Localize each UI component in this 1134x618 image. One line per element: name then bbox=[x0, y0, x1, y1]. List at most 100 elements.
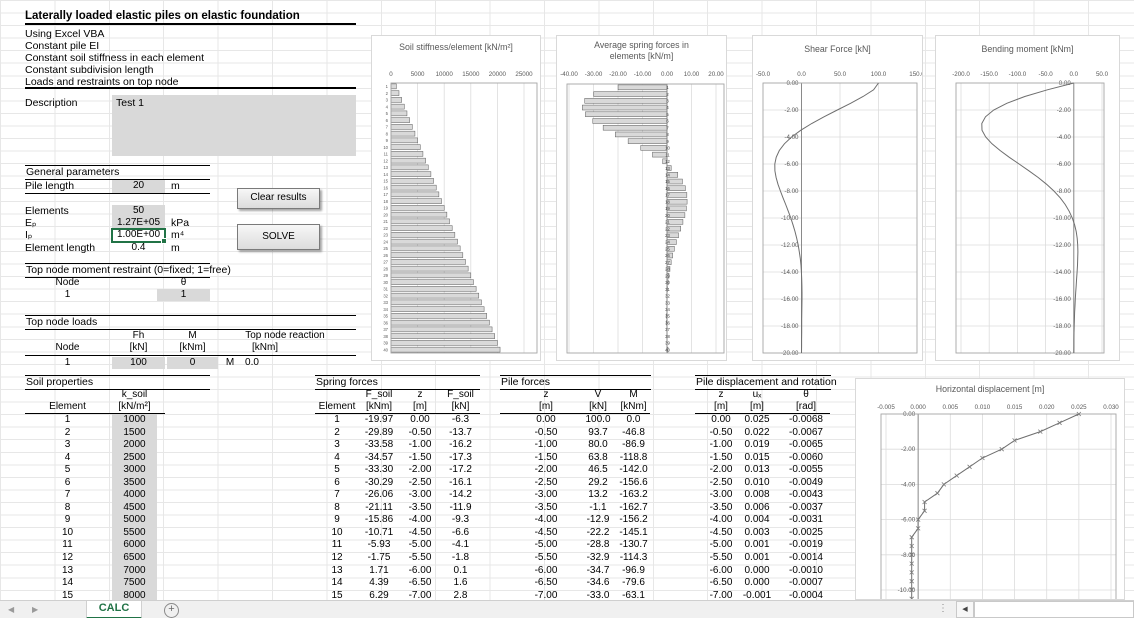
cell: -7.00 bbox=[534, 589, 558, 601]
cell[interactable]: 6500 bbox=[112, 552, 157, 565]
cell: -6.00 bbox=[709, 564, 733, 576]
solve-button[interactable]: SOLVE bbox=[237, 224, 320, 250]
cell[interactable]: 7000 bbox=[112, 564, 157, 578]
col-header: [m] bbox=[413, 401, 427, 412]
cell: -0.0067 bbox=[789, 426, 823, 438]
restraint-value-cell[interactable]: 1 bbox=[157, 289, 210, 301]
col-header: [kNm] bbox=[620, 401, 647, 412]
cell[interactable]: 5000 bbox=[112, 514, 157, 527]
fh-value-cell[interactable]: 100 bbox=[112, 357, 165, 369]
svg-text:17: 17 bbox=[665, 193, 670, 198]
chart-shear-force[interactable]: Shear Force [kN] -50.0 0.0 50.0 100.0 150.0 0… bbox=[752, 35, 923, 361]
m-value-cell[interactable]: 0 bbox=[167, 357, 218, 369]
svg-text:37: 37 bbox=[665, 327, 670, 332]
svg-text:-16.00: -16.00 bbox=[781, 296, 799, 303]
table-row: -0.50 0.022 -0.0067 bbox=[695, 427, 835, 440]
cell[interactable]: 5500 bbox=[112, 526, 157, 540]
cell[interactable]: 2000 bbox=[112, 439, 157, 452]
cell: -6.6 bbox=[451, 526, 470, 538]
svg-text:39: 39 bbox=[383, 341, 388, 346]
cell: 4.39 bbox=[369, 577, 389, 589]
hscroll-track[interactable] bbox=[974, 601, 1134, 618]
chart-horizontal-displacement[interactable]: Horizontal displacement [m] -0.005 0.000 0… bbox=[855, 378, 1125, 600]
cell: -3.50 bbox=[408, 501, 432, 513]
cell[interactable]: 8000 bbox=[112, 589, 157, 603]
cell: -34.7 bbox=[586, 564, 610, 576]
svg-text:10000: 10000 bbox=[436, 71, 454, 78]
svg-text:23: 23 bbox=[383, 233, 388, 238]
table-row: -2.50 29.2 -156.6 bbox=[500, 477, 655, 490]
divider bbox=[500, 413, 650, 414]
table-row: 5 3000 bbox=[25, 464, 210, 477]
divider bbox=[695, 413, 830, 414]
sheet-nav-left-icon[interactable]: ◀ bbox=[8, 605, 15, 614]
svg-text:5000: 5000 bbox=[411, 71, 425, 78]
parameter-value-cell[interactable]: 0.4 bbox=[131, 242, 146, 253]
table-heading: Soil properties bbox=[25, 375, 210, 390]
selected-cell[interactable]: 1.00E+00 bbox=[111, 228, 167, 243]
svg-text:8: 8 bbox=[386, 131, 389, 136]
table-row: 13 1.71 -6.00 0.1 bbox=[315, 565, 480, 578]
cell: 0.013 bbox=[744, 464, 770, 476]
svg-text:0.0: 0.0 bbox=[797, 71, 806, 78]
svg-text:0.025: 0.025 bbox=[1071, 404, 1087, 411]
svg-text:31: 31 bbox=[383, 287, 388, 292]
table-row: 10 -10.71 -4.50 -6.6 bbox=[315, 527, 480, 540]
cell[interactable]: 3000 bbox=[112, 464, 157, 477]
clear-results-button[interactable]: Clear results bbox=[237, 188, 320, 209]
sheet-nav-right-icon[interactable]: ▶ bbox=[32, 605, 39, 614]
parameter-row: Pile length 20 m bbox=[25, 180, 210, 194]
hscroll-left-arrow[interactable]: ◀ bbox=[956, 601, 974, 618]
table-row: -6.00 0.000 -0.0010 bbox=[695, 565, 835, 578]
table-row: -2.00 0.013 -0.0055 bbox=[695, 464, 835, 477]
svg-text:39: 39 bbox=[665, 341, 670, 346]
cell[interactable]: 6000 bbox=[112, 539, 157, 553]
cell: 0.0 bbox=[626, 414, 641, 425]
cell[interactable]: 4500 bbox=[112, 501, 157, 515]
table-row: 1 1000 bbox=[25, 414, 210, 427]
cell: -17.2 bbox=[449, 464, 472, 476]
svg-text:9: 9 bbox=[666, 139, 669, 144]
tab-calc[interactable]: CALC bbox=[86, 601, 142, 618]
cell: -32.9 bbox=[586, 552, 610, 564]
svg-text:5: 5 bbox=[666, 112, 669, 117]
cell: 0.025 bbox=[744, 414, 770, 425]
cell[interactable]: 7500 bbox=[112, 577, 157, 590]
cell: -1.8 bbox=[451, 552, 470, 564]
cell[interactable]: 1000 bbox=[112, 414, 157, 427]
table-row: -5.50 -32.9 -114.3 bbox=[500, 552, 655, 565]
table-row: 10 5500 bbox=[25, 526, 210, 540]
svg-text:22: 22 bbox=[383, 226, 388, 231]
cell: 63.8 bbox=[588, 451, 608, 463]
worksheet-grid[interactable]: Laterally loaded elastic piles on elasti… bbox=[0, 0, 1134, 603]
cell: 13.2 bbox=[588, 489, 608, 501]
cell: 8 bbox=[334, 501, 340, 513]
cell[interactable]: 1500 bbox=[112, 426, 157, 440]
cell[interactable]: 2500 bbox=[112, 451, 157, 465]
parameter-value-cell[interactable]: 1.27E+05 bbox=[112, 217, 165, 230]
add-sheet-button[interactable]: + bbox=[164, 603, 179, 618]
svg-text:28: 28 bbox=[665, 267, 670, 272]
svg-text:21: 21 bbox=[383, 219, 388, 224]
cell: -63.1 bbox=[622, 589, 645, 601]
svg-text:35: 35 bbox=[383, 314, 388, 319]
parameter-value-cell[interactable]: 50 bbox=[112, 205, 165, 218]
svg-text:-12.00: -12.00 bbox=[781, 242, 799, 249]
svg-text:35: 35 bbox=[665, 314, 670, 319]
svg-text:-50.0: -50.0 bbox=[756, 71, 771, 78]
cell: 0.000 bbox=[744, 564, 770, 576]
cell[interactable]: 3500 bbox=[112, 476, 157, 490]
svg-text:6: 6 bbox=[386, 118, 389, 123]
chart-soil-stiffness[interactable]: Soil stiffness/element [kN/m²] 0 5000 1000… bbox=[371, 35, 541, 361]
svg-text:4: 4 bbox=[386, 104, 389, 109]
cell: -33.30 bbox=[364, 464, 394, 476]
chart-bending-moment[interactable]: Bending moment [kNm] -200.0 -150.0 -100.0-… bbox=[935, 35, 1120, 361]
cell[interactable]: 4000 bbox=[112, 489, 157, 502]
col-header: [m] bbox=[714, 401, 728, 412]
chart-spring-forces[interactable]: Average spring forces in elements [kN/m]… bbox=[556, 35, 727, 361]
cell: 0.1 bbox=[453, 564, 468, 576]
description-cell[interactable]: Test 1 bbox=[112, 95, 356, 156]
parameter-value-cell[interactable]: 20 bbox=[112, 180, 165, 193]
cell: -1.50 bbox=[408, 451, 432, 463]
table-row: 4 2500 bbox=[25, 451, 210, 465]
